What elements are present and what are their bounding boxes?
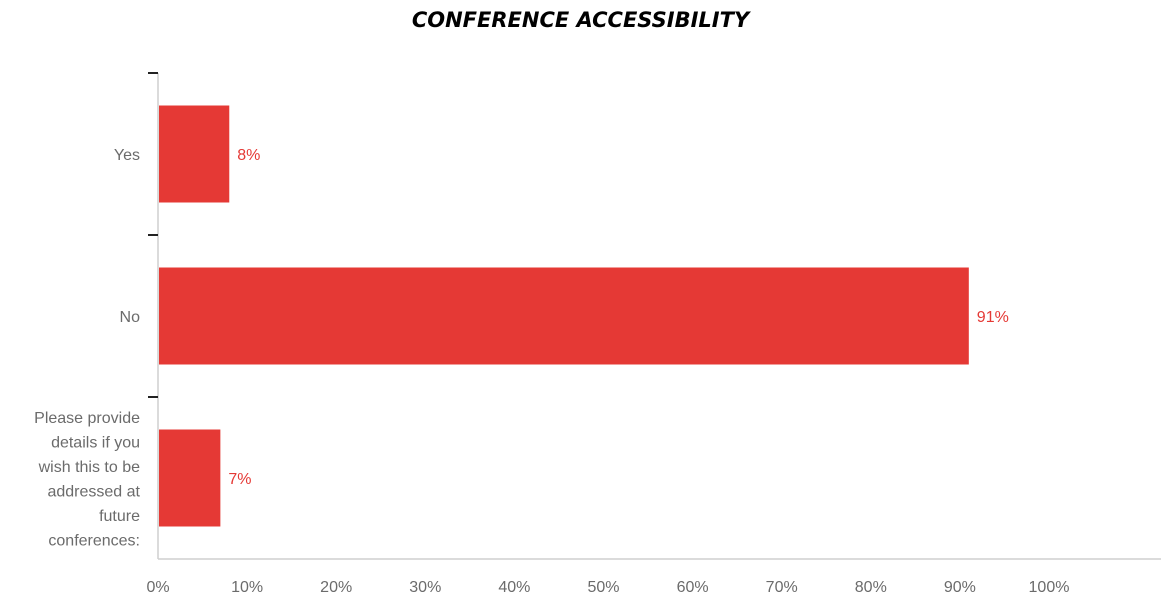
bar-2 [159, 429, 221, 527]
category-label-line: details if you [51, 434, 140, 451]
data-label: 8% [237, 147, 260, 164]
bar-0 [159, 105, 230, 203]
chart-axes [148, 72, 1161, 560]
x-tick-label: 80% [855, 579, 887, 595]
data-label: 7% [228, 471, 251, 488]
category-label-line: Please provide [34, 410, 140, 427]
category-label-line: conferences: [48, 532, 140, 549]
category-label-line: wish this to be [38, 459, 140, 476]
chart-labels: 0% 10% 20% 30% 40% 50% 60% 70% 80% 90% 100% 8% Yes 91… [34, 147, 1069, 595]
x-tick-label: 10% [231, 579, 263, 595]
category-label-line: future [99, 508, 140, 525]
data-label: 91% [977, 309, 1009, 326]
category-label: Yes [114, 147, 140, 164]
x-tick-label: 100% [1029, 579, 1070, 595]
category-label-line: Yes [114, 147, 140, 164]
chart-title: CONFERENCE ACCESSIBILITY [411, 8, 750, 32]
x-tick-label: 70% [766, 579, 798, 595]
x-tick-label: 90% [944, 579, 976, 595]
category-label-line: addressed at [47, 483, 140, 500]
category-label: Please provide details if you wish this to… [34, 410, 140, 550]
x-tick-label: 50% [587, 579, 619, 595]
x-tick-label: 40% [498, 579, 530, 595]
bar-1 [159, 267, 969, 365]
x-tick-label: 60% [677, 579, 709, 595]
x-tick-label: 30% [409, 579, 441, 595]
x-tick-label: 0% [146, 579, 169, 595]
x-tick-label: 20% [320, 579, 352, 595]
chart-bars [159, 105, 969, 527]
category-label: No [120, 309, 141, 326]
category-label-line: No [120, 309, 141, 326]
